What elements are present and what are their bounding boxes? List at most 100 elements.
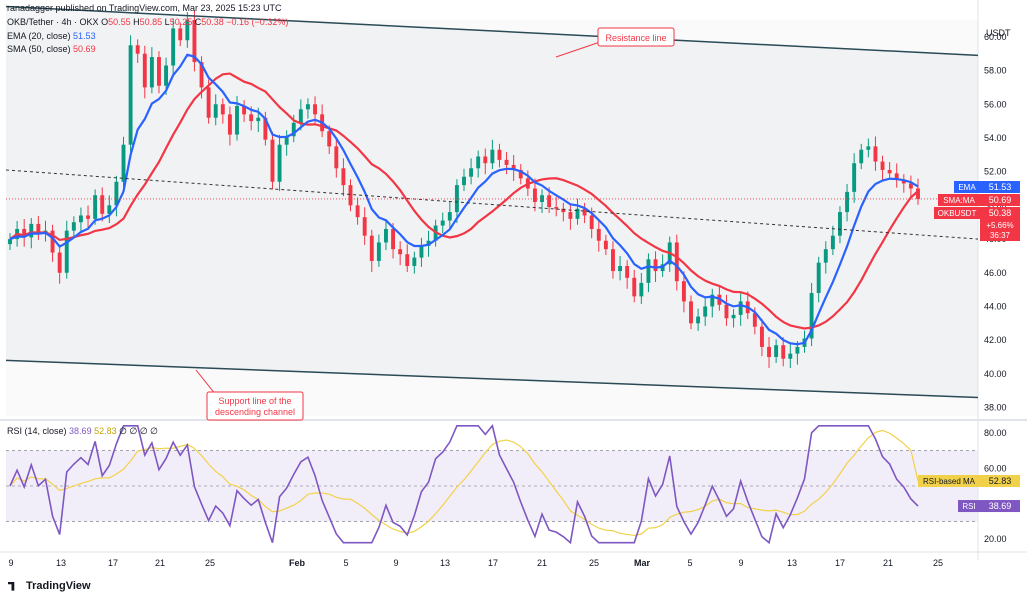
time-axis-label-2: 17: [108, 558, 118, 568]
candle-body: [469, 168, 474, 177]
candle-body: [582, 208, 587, 216]
candle-body: [561, 208, 566, 213]
candle-body: [731, 314, 736, 319]
candle-body: [192, 20, 197, 63]
rsi-legend-value: 38.69: [69, 426, 92, 436]
candle-body: [674, 242, 679, 282]
candle-body: [830, 235, 835, 250]
sma-tag-value: 50.69: [989, 195, 1012, 205]
candle-body: [78, 215, 83, 223]
last-price-tag-value: 50.38: [989, 208, 1012, 218]
candle-body: [653, 259, 658, 272]
last-price-extra-bg: [980, 219, 1020, 241]
candle-body: [391, 228, 396, 250]
last-price-timer: 36:37: [990, 231, 1011, 240]
candle-body: [384, 228, 388, 243]
candle-body: [618, 266, 623, 272]
candle-body: [284, 136, 289, 145]
time-axis-label-10: 21: [537, 558, 547, 568]
rsi-na-values: ∅ ∅ ∅ ∅: [119, 426, 159, 436]
candle-body: [646, 259, 651, 283]
candle-body: [908, 183, 913, 189]
candle-body: [419, 245, 424, 258]
rsi-tag-value-bg: [980, 500, 1020, 513]
candle-body: [887, 169, 892, 174]
price-axis-label-10: 40.00: [984, 369, 1007, 379]
candle-body: [483, 156, 488, 164]
candle-body: [497, 149, 502, 160]
rsi-legend[interactable]: RSI (14, close) 38.69 52.83 ∅ ∅ ∅ ∅: [7, 426, 158, 437]
ohlc-c: 50.38: [201, 17, 224, 27]
ema-legend[interactable]: EMA (20, close) 51.53: [7, 31, 96, 41]
sma-tag-label-bg: [938, 194, 980, 206]
time-axis-label-14: 9: [738, 558, 743, 568]
sma-legend-label: SMA (50, close): [7, 44, 71, 54]
ohlc-o: 50.55: [108, 17, 131, 27]
candle-body: [589, 215, 594, 229]
candle-body: [490, 149, 495, 164]
candle-body: [568, 212, 573, 219]
candle-body: [256, 117, 261, 122]
channel-fill: [6, 6, 978, 398]
candle-body: [220, 104, 225, 115]
tradingview-brand: TradingView: [26, 580, 91, 592]
tradingview-logo[interactable]: TradingView: [8, 580, 91, 592]
candle-body: [249, 114, 254, 122]
rsi-ma-tag-value-bg: [980, 474, 1020, 487]
candle-body: [57, 252, 62, 273]
symbol-line[interactable]: OKB/Tether · 4h · OKX O50.55 H50.85 L50.…: [7, 17, 288, 27]
candle-body: [235, 105, 239, 135]
candle-body: [185, 20, 190, 41]
sma-line: [9, 72, 919, 330]
candle-body: [291, 122, 296, 137]
published-by: ranadagger published on TradingView.com,…: [7, 3, 282, 13]
time-axis-label-0: 9: [8, 558, 13, 568]
candle-body: [852, 163, 857, 192]
candle-body: [710, 294, 715, 307]
candle-body: [64, 230, 69, 273]
price-axis-label-2: 56.00: [984, 99, 1007, 109]
candle-body: [752, 313, 757, 327]
rsi-ma-tag-label-bg: [918, 474, 980, 487]
candle-body: [29, 223, 34, 238]
candle-body: [369, 235, 374, 261]
symbol-name: OKB/Tether · 4h · OKX: [7, 17, 99, 27]
sma-legend[interactable]: SMA (50, close) 50.69: [7, 44, 96, 54]
ema-tag-value-bg: [980, 181, 1020, 193]
time-axis-label-3: 21: [155, 558, 165, 568]
ema-legend-label: EMA (20, close): [7, 31, 71, 41]
rsi-ma-tag-value: 52.83: [989, 476, 1012, 486]
candle-body: [100, 195, 105, 214]
candle-body: [611, 249, 615, 272]
candle-body: [809, 292, 814, 339]
candle-body: [696, 316, 701, 324]
price-axis-label-3: 54.00: [984, 133, 1007, 143]
time-axis-label-15: 13: [787, 558, 797, 568]
candle-body: [178, 28, 183, 41]
candle-body: [376, 242, 381, 261]
candle-body: [816, 262, 821, 293]
ema-tag-label-bg: [954, 181, 980, 193]
ohlc-o-label: O: [101, 17, 109, 27]
last-price-tag-label: OKBUSDT: [938, 209, 977, 218]
rsi-tag-label: RSI: [962, 502, 975, 511]
candle-body: [348, 185, 353, 206]
ohlc-l: 50.25: [169, 17, 193, 27]
price-axis-label-4: 52.00: [984, 167, 1007, 177]
candle-body: [440, 220, 445, 226]
rsi-ma-legend-value: 52.83: [94, 426, 117, 436]
candle-body: [625, 266, 630, 278]
time-axis-label-6: 5: [343, 558, 348, 568]
rsi-axis-label-0: 80.00: [984, 428, 1007, 438]
ohlc-h: 50.85: [139, 17, 163, 27]
candle-body: [759, 326, 764, 347]
candle-body: [838, 212, 842, 236]
candle-body: [8, 239, 12, 245]
candle-body: [227, 114, 232, 135]
time-axis-label-9: 17: [488, 558, 498, 568]
resistance-callout-box: [597, 27, 675, 47]
rsi-ma-line: [9, 429, 919, 537]
candle-body: [213, 104, 218, 118]
candle-body: [405, 254, 410, 267]
